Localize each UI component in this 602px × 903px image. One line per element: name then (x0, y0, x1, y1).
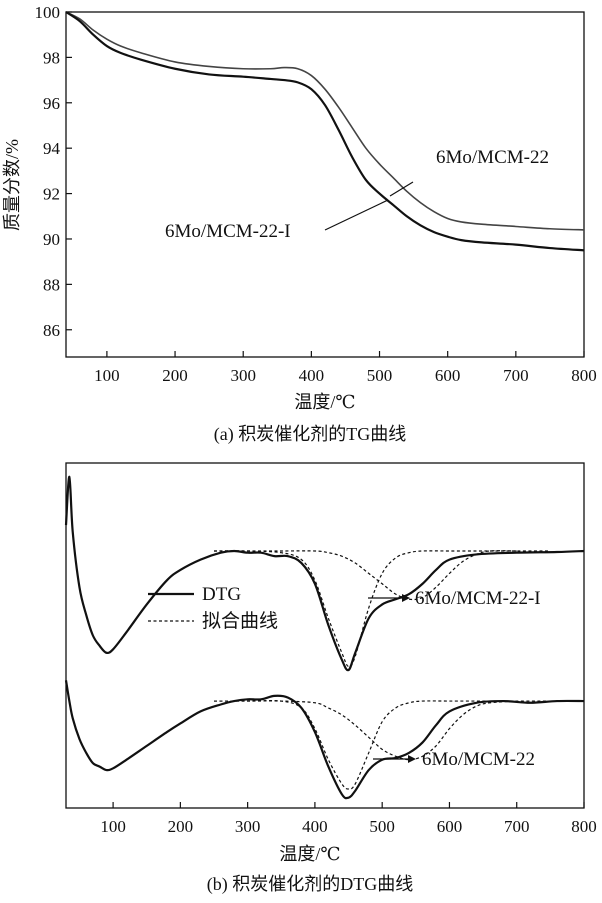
tg-x-tick-label: 200 (162, 366, 188, 385)
dtg-caption: (b) 积炭催化剂的DTG曲线 (207, 874, 413, 895)
dtg-x-tick-label: 500 (369, 817, 395, 836)
tg-x-axis-label: 温度/℃ (294, 392, 355, 412)
dtg-annotation-label-6mo: 6Mo/MCM-22 (422, 749, 535, 770)
tg-y-tick-label: 86 (43, 321, 60, 340)
dtg-x-tick-label: 100 (100, 817, 126, 836)
tg-y-ticks: 86 88 90 92 94 96 98 100 (35, 3, 72, 340)
tg-plot-frame (65, 11, 585, 358)
tg-x-tick-label: 100 (94, 366, 120, 385)
dtg-x-tick-label: 200 (168, 817, 194, 836)
dtg-series-dtg-6mo-mcm-22-3 (64, 680, 585, 800)
dtg-plot-frame (65, 462, 585, 809)
dtg-x-tick-label: 400 (302, 817, 328, 836)
dtg-legend: DTG 拟合曲线 (148, 584, 278, 632)
dtg-series-fit-6mo-mcm-22-4 (214, 699, 551, 790)
tg-y-tick-label: 96 (43, 94, 60, 113)
tg-caption: (a) 积炭催化剂的TG曲线 (214, 424, 406, 445)
tg-annotation-6mo: 6Mo/MCM-22 (436, 147, 549, 168)
legend-dtg-label: DTG (202, 584, 241, 605)
tg-series-lines (65, 11, 585, 252)
dtg-arrow-head-6mo (408, 755, 416, 763)
tg-x-tick-label: 300 (230, 366, 256, 385)
dtg-series-fit-6mo-mcm-22-i-1 (213, 550, 551, 668)
tg-x-tick-label: 800 (571, 366, 597, 385)
tg-y-tick-label: 90 (43, 230, 60, 249)
dtg-annotation-6mo-i: 6Mo/MCM-22-I (368, 588, 541, 609)
dtg-chart: 100 200 300 400 500 600 700 800 温度/℃ (b) 积炭催化剂的… (64, 462, 597, 895)
tg-series-line-6mo-mcm-22 (65, 11, 585, 231)
dtg-series-fit-6mo-mcm-22-5 (214, 700, 517, 761)
dtg-series-lines (64, 475, 585, 800)
tg-y-tick-label: 88 (43, 275, 60, 294)
tg-y-tick-label: 94 (43, 139, 61, 158)
tg-x-tick-label: 400 (299, 366, 325, 385)
dtg-x-ticks: 100 200 300 400 500 600 700 800 (100, 802, 597, 836)
dtg-annotation-label-6mo-i: 6Mo/MCM-22-I (415, 588, 541, 609)
dtg-arrow-head-6mo-i (402, 594, 410, 602)
tg-x-tick-label: 700 (503, 366, 529, 385)
tg-annotation-6mo-i: 6Mo/MCM-22-I (165, 221, 291, 242)
dtg-x-tick-label: 700 (504, 817, 530, 836)
tg-y-tick-label: 98 (43, 48, 60, 67)
dtg-series-dtg-6mo-mcm-22-i-0 (64, 475, 585, 672)
dtg-x-tick-label: 300 (235, 817, 261, 836)
tg-y-axis-label: 质量分数/% (2, 139, 22, 231)
tg-x-ticks: 100 200 300 400 500 600 700 800 (94, 351, 597, 385)
dtg-x-axis-label: 温度/℃ (279, 844, 340, 864)
dtg-annotation-6mo: 6Mo/MCM-22 (373, 749, 535, 770)
tg-x-tick-label: 600 (435, 366, 461, 385)
tg-annotation-leader-6mo (389, 181, 414, 197)
tg-x-tick-label: 500 (367, 366, 393, 385)
legend-fit-label: 拟合曲线 (202, 610, 278, 632)
tg-series-line-6mo-mcm-22-i (65, 11, 585, 252)
tg-y-tick-label: 92 (43, 185, 60, 204)
dtg-x-tick-label: 800 (571, 817, 597, 836)
tg-annotation-leader-6mo-i (324, 199, 389, 231)
tg-chart: 100 200 300 400 500 600 700 800 86 88 90 92 94 96 98 1… (2, 3, 597, 445)
dtg-x-tick-label: 600 (437, 817, 463, 836)
tg-y-tick-label: 100 (35, 3, 61, 22)
